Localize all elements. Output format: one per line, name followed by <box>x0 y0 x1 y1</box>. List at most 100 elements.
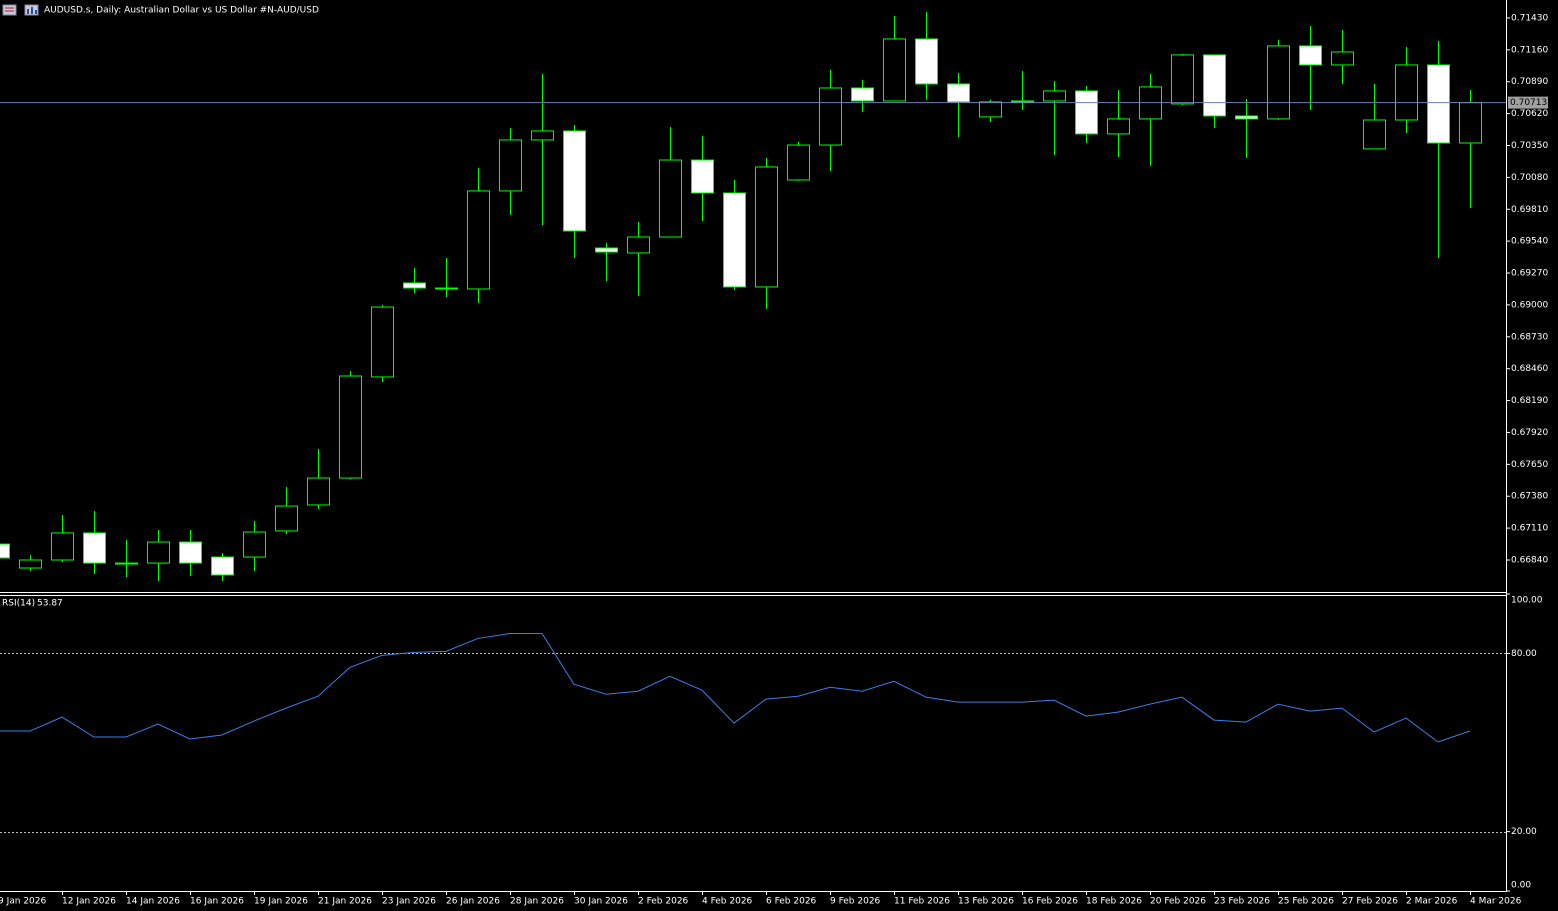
indicator-value: 53.87 <box>37 599 63 609</box>
candle-body <box>147 541 170 564</box>
x-tick-label: 13 Feb 2026 <box>958 897 1014 907</box>
candle-body <box>1427 64 1450 144</box>
candle-body <box>339 375 362 479</box>
indicator-title: RSI(14) <box>2 599 35 609</box>
candle-body <box>371 306 394 378</box>
y-tick-label: 0.67110 <box>1511 524 1548 534</box>
y-tick-label: 0.69540 <box>1511 237 1548 247</box>
x-tick-label: 16 Jan 2026 <box>190 897 244 907</box>
candle-body <box>1267 45 1290 120</box>
y-tick-label: 0.70890 <box>1511 77 1548 87</box>
candle-body <box>627 236 650 254</box>
candle-body <box>787 144 810 181</box>
candle-body <box>1331 51 1354 66</box>
y-tick-label: 100.00 <box>1511 596 1543 606</box>
chart-title: AUDUSD.s, Daily: Australian Dollar vs US… <box>44 6 319 16</box>
candle-body <box>275 505 298 532</box>
candle-body <box>531 130 554 141</box>
candle-body <box>1363 119 1386 150</box>
candle-body <box>467 190 490 290</box>
y-tick-label: 0.69000 <box>1511 300 1548 310</box>
y-tick-label: 20.00 <box>1511 827 1537 837</box>
x-tick-label: 2 Feb 2026 <box>638 897 689 907</box>
candle-body <box>1459 102 1482 144</box>
candle-body <box>115 562 138 565</box>
candle-body <box>691 159 714 194</box>
candle-body <box>243 531 266 558</box>
y-tick-label: 0.67650 <box>1511 460 1548 470</box>
candle-body <box>19 559 42 569</box>
candle-body <box>755 166 778 288</box>
y-tick-label: 0.68730 <box>1511 332 1548 342</box>
rsi-line <box>0 632 1471 743</box>
candle-body <box>851 87 874 102</box>
y-tick-label: 0.70080 <box>1511 173 1548 183</box>
x-tick-label: 11 Feb 2026 <box>894 897 950 907</box>
x-tick-label: 19 Jan 2026 <box>254 897 308 907</box>
candle-body <box>883 38 906 102</box>
candle-body <box>499 139 522 192</box>
x-tick-label: 30 Jan 2026 <box>574 897 628 907</box>
y-tick-label: 0.71430 <box>1511 13 1548 23</box>
toolbar-icons <box>2 4 39 16</box>
x-tick-label: 20 Feb 2026 <box>1150 897 1206 907</box>
x-tick-label: 12 Jan 2026 <box>62 897 116 907</box>
candle-body <box>915 38 938 85</box>
candle-body <box>1043 90 1066 102</box>
y-tick-label: 0.67380 <box>1511 492 1548 502</box>
candle-body <box>1203 54 1226 117</box>
candle-body <box>1075 90 1098 135</box>
candle-body <box>947 83 970 103</box>
candle-body <box>1171 54 1194 105</box>
x-tick-label: 21 Jan 2026 <box>318 897 372 907</box>
candle-body <box>435 287 458 290</box>
x-tick-label: 25 Feb 2026 <box>1278 897 1334 907</box>
x-tick-label: 9 Jan 2026 <box>0 897 46 907</box>
y-tick-label: 0.67920 <box>1511 428 1548 438</box>
candle-body <box>211 556 234 576</box>
x-tick-label: 23 Jan 2026 <box>382 897 436 907</box>
x-tick-label: 9 Feb 2026 <box>830 897 881 907</box>
x-tick-label: 2 Mar 2026 <box>1406 897 1458 907</box>
candle-body <box>1235 115 1258 120</box>
candle-body <box>1107 118 1130 135</box>
candle-body <box>51 532 74 561</box>
x-tick-label: 4 Feb 2026 <box>702 897 753 907</box>
candle-body <box>659 159 682 238</box>
y-tick-label: 80.00 <box>1511 649 1537 659</box>
candle-body <box>403 282 426 289</box>
candle-body <box>595 247 618 253</box>
x-tick-label: 18 Feb 2026 <box>1086 897 1142 907</box>
y-tick-label: 0.69270 <box>1511 269 1548 279</box>
candle-body <box>83 532 106 564</box>
candle-body <box>819 87 842 146</box>
candle-body <box>0 543 10 559</box>
x-tick-label: 6 Feb 2026 <box>766 897 817 907</box>
y-tick-label: 0.70350 <box>1511 141 1548 151</box>
x-tick-label: 14 Jan 2026 <box>126 897 180 907</box>
x-tick-label: 28 Jan 2026 <box>510 897 564 907</box>
candle-body <box>1299 45 1322 66</box>
y-tick-label: 0.68190 <box>1511 396 1548 406</box>
x-tick-label: 27 Feb 2026 <box>1342 897 1398 907</box>
candle-body <box>1011 100 1034 103</box>
y-tick-label: 0.70620 <box>1511 109 1548 119</box>
current-price-label: 0.70713 <box>1510 98 1547 108</box>
panel-frame <box>0 0 1507 892</box>
candle-body <box>179 541 202 564</box>
candle-body <box>307 477 330 506</box>
current-price-box <box>1508 96 1548 109</box>
candle-body <box>563 130 586 232</box>
x-tick-label: 4 Mar 2026 <box>1470 897 1522 907</box>
candle-body <box>723 192 746 288</box>
y-tick-label: 0.68460 <box>1511 364 1548 374</box>
candle-body <box>979 101 1002 118</box>
y-tick-label: 0.66840 <box>1511 555 1548 565</box>
y-tick-label: 0.00 <box>1511 881 1531 891</box>
candle-body <box>1395 64 1418 121</box>
y-tick-label: 0.69810 <box>1511 205 1548 215</box>
x-tick-label: 23 Feb 2026 <box>1214 897 1270 907</box>
y-tick-label: 0.71160 <box>1511 45 1548 55</box>
